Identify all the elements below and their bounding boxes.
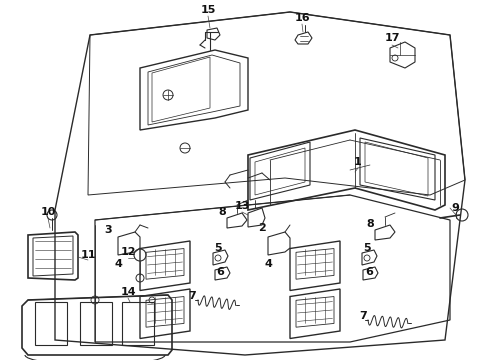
Text: 8: 8 <box>218 207 226 217</box>
Text: 12: 12 <box>120 247 136 257</box>
Text: 6: 6 <box>216 267 224 277</box>
Text: 15: 15 <box>200 5 216 15</box>
Text: 6: 6 <box>365 267 373 277</box>
Text: 14: 14 <box>120 287 136 297</box>
Text: 5: 5 <box>214 243 222 253</box>
Text: 3: 3 <box>104 225 112 235</box>
Text: 5: 5 <box>363 243 371 253</box>
Text: 1: 1 <box>354 157 362 167</box>
Text: 10: 10 <box>40 207 56 217</box>
Text: 9: 9 <box>451 203 459 213</box>
Text: 7: 7 <box>188 291 196 301</box>
Text: 7: 7 <box>359 311 367 321</box>
Text: 2: 2 <box>258 223 266 233</box>
Text: 11: 11 <box>80 250 96 260</box>
Text: 4: 4 <box>264 259 272 269</box>
Text: 4: 4 <box>114 259 122 269</box>
Text: 17: 17 <box>384 33 400 43</box>
Text: 16: 16 <box>294 13 310 23</box>
Text: 8: 8 <box>366 219 374 229</box>
Text: 13: 13 <box>234 201 250 211</box>
